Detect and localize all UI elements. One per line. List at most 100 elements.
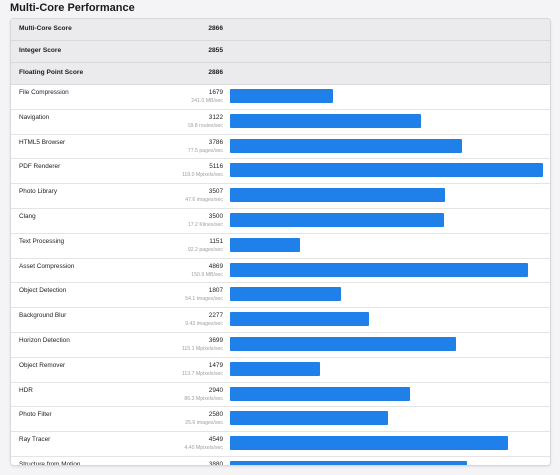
benchmark-rate: 4.40 Mpixels/sec	[184, 445, 223, 452]
benchmark-list: File Compression 1679 241.0 MB/sec Navigati…	[11, 85, 550, 466]
summary-score: 2886	[208, 69, 223, 76]
benchmark-score: 2277	[208, 312, 223, 320]
score-bar	[230, 188, 445, 203]
score-bar-track	[230, 89, 543, 103]
benchmark-row: Background Blur 2277 9.43 images/sec	[11, 308, 550, 333]
benchmark-name: Photo Filter	[19, 411, 52, 419]
score-bar-track	[230, 361, 543, 376]
score-bar	[230, 411, 388, 426]
results-table: Multi-Core Score 2866 Integer Score 2855…	[10, 18, 551, 466]
benchmark-row: Photo Library 3507 47.6 images/sec	[11, 184, 550, 209]
benchmark-score: 1807	[208, 287, 223, 295]
benchmark-rate: 47.6 images/sec	[185, 197, 223, 204]
score-bar	[230, 237, 301, 252]
benchmark-score: 1679	[208, 89, 223, 96]
benchmark-rate: 77.5 pages/sec	[187, 147, 223, 154]
score-bar	[230, 386, 410, 401]
benchmark-row: HDR 2940 86.3 Mpixels/sec	[11, 382, 550, 408]
score-bar	[230, 336, 457, 351]
score-bar-track	[230, 460, 543, 465]
benchmark-score: 5116	[209, 163, 223, 171]
benchmark-name: Clang	[19, 212, 36, 220]
benchmark-score: 1151	[209, 237, 223, 245]
score-bar	[230, 89, 333, 103]
benchmark-row: Structure from Motion3880122.9 Kpixels/s…	[11, 456, 550, 466]
benchmark-score: 4549	[208, 436, 223, 444]
benchmark-row: Horizon Detection 3699 115.1 Mpixels/sec	[11, 332, 550, 358]
benchmark-rate: 17.2 Klines/sec	[187, 221, 223, 228]
benchmark-name: Photo Library	[19, 188, 58, 196]
benchmark-row: Text Processing 1151 92.2 pages/sec	[11, 233, 550, 259]
score-bar-track	[230, 411, 543, 426]
summary-score: 2855	[208, 47, 223, 54]
score-bar	[230, 361, 321, 376]
benchmark-name: Structure from Motion	[19, 460, 81, 466]
score-bar-track	[230, 212, 543, 227]
benchmark-score: 2580	[208, 411, 223, 419]
benchmark-name: Background Blur	[19, 312, 67, 320]
benchmark-name: HDR	[19, 386, 33, 394]
score-bar	[230, 163, 543, 178]
benchmark-name: Navigation	[19, 113, 50, 121]
benchmark-name: Asset Compression	[19, 262, 75, 270]
benchmark-name: File Compression	[19, 89, 69, 96]
benchmark-rate: 54.1 images/sec	[185, 296, 223, 303]
benchmark-row: Photo Filter 2580 25.6 images/sec	[11, 407, 550, 433]
section-title: Multi-Core Performance	[10, 2, 135, 14]
benchmark-rate: 25.6 images/sec	[185, 420, 223, 427]
score-bar-track	[230, 188, 543, 203]
benchmark-row: Object Remover 1479 113.7 Mpixels/sec	[11, 357, 550, 383]
benchmark-row: Ray Tracer 4549 4.40 Mpixels/sec	[11, 432, 550, 457]
score-bar-track	[230, 237, 543, 252]
score-bar-track	[230, 436, 543, 451]
score-bar-track	[230, 336, 543, 351]
benchmark-rate: 113.7 Mpixels/sec	[181, 370, 223, 377]
benchmark-rate: 115.1 Mpixels/sec	[181, 345, 223, 352]
benchmark-score: 3122	[208, 113, 223, 121]
summary-label: Multi-Core Score	[19, 25, 72, 32]
score-bar	[230, 113, 421, 128]
score-bar	[230, 436, 509, 451]
benchmark-name: Horizon Detection	[19, 336, 70, 344]
summary-score: 2866	[208, 25, 223, 32]
summary-label: Floating Point Score	[19, 69, 84, 76]
score-bar-track	[230, 312, 543, 327]
benchmark-row: Clang 3500 17.2 Klines/sec	[11, 208, 550, 234]
benchmark-score: 3507	[208, 188, 223, 196]
benchmark-score: 4869	[208, 262, 223, 270]
benchmark-score: 3699	[208, 336, 223, 344]
score-bar	[230, 287, 341, 302]
benchmark-rate: 86.3 Mpixels/sec	[184, 395, 223, 402]
benchmark-row: HTML5 Browser 3786 77.5 pages/sec	[11, 134, 550, 160]
summary-row-integer: Integer Score 2855	[11, 41, 550, 63]
score-bar-track	[230, 287, 543, 302]
score-bar-track	[230, 163, 543, 178]
score-bar-track	[230, 138, 543, 153]
benchmark-name: HTML5 Browser	[19, 138, 66, 146]
benchmark-rate: 241.0 MB/sec	[191, 98, 223, 104]
benchmark-name: Ray Tracer	[19, 436, 51, 444]
benchmark-name: Object Detection	[19, 287, 67, 295]
score-bar-track	[230, 113, 543, 128]
summary-row-multi-core: Multi-Core Score 2866	[11, 19, 550, 41]
benchmark-row: Asset Compression 4869 150.9 MB/sec	[11, 258, 550, 284]
benchmark-rate: 9.43 images/sec	[185, 321, 223, 328]
benchmark-name: PDF Renderer	[19, 163, 61, 171]
score-bar	[230, 312, 370, 327]
benchmark-rate: 92.2 pages/sec	[187, 246, 223, 253]
score-bar	[230, 212, 445, 227]
benchmark-name: Text Processing	[19, 237, 65, 245]
score-bar	[230, 138, 462, 153]
benchmark-row: Object Detection 1807 54.1 images/sec	[11, 283, 550, 309]
benchmark-score: 1479	[208, 361, 223, 369]
benchmark-score: 3500	[208, 212, 223, 220]
summary-row-floating-point: Floating Point Score 2886	[11, 63, 550, 85]
score-bar	[230, 262, 528, 277]
summary-label: Integer Score	[19, 47, 62, 54]
benchmark-row: PDF Renderer 5116 118.0 Mpixels/sec	[11, 159, 550, 185]
score-bar-track	[230, 262, 543, 277]
score-bar	[230, 460, 468, 465]
benchmark-row: Navigation 3122 18.8 routes/sec	[11, 109, 550, 135]
score-bar-track	[230, 386, 543, 401]
